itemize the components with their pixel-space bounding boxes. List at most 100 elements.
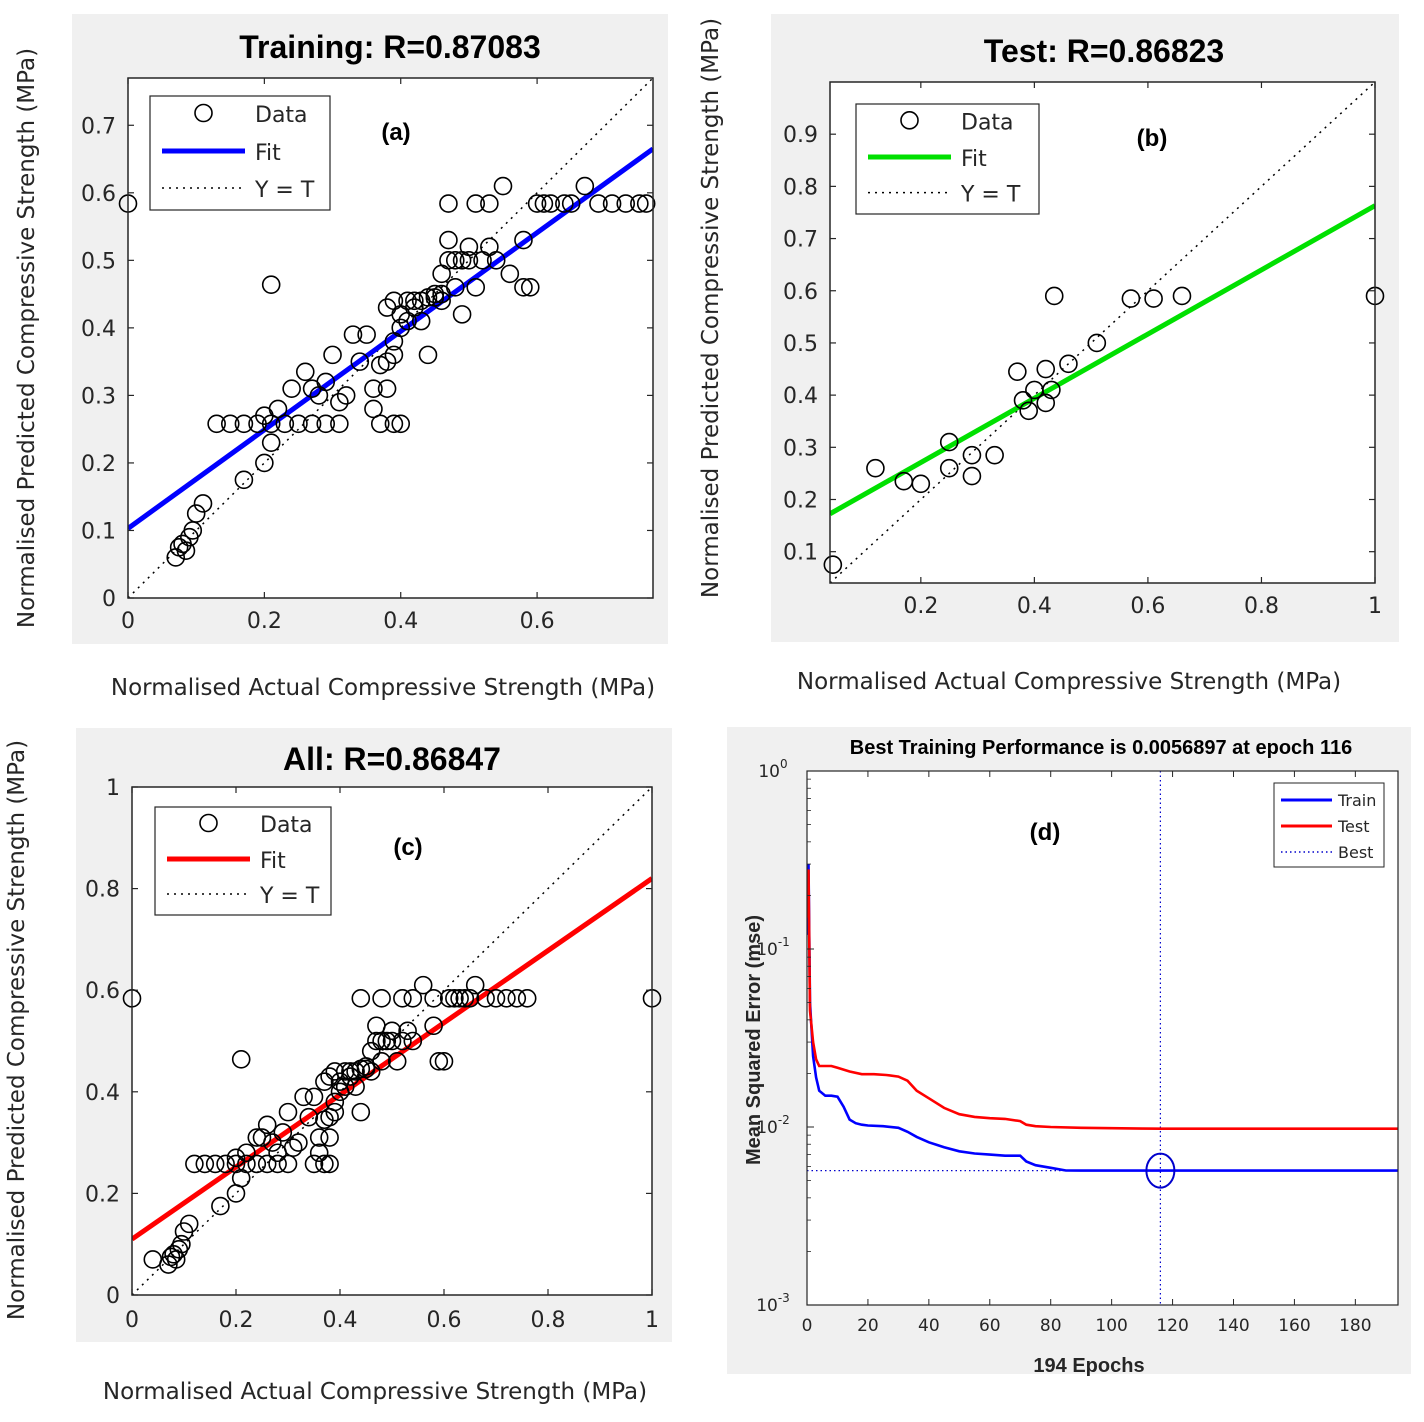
data-point	[403, 1031, 423, 1051]
data-point	[630, 194, 649, 213]
y-tick-label: 100	[758, 757, 787, 782]
x-tick-label: 0.8	[1244, 594, 1279, 619]
axes-box	[806, 770, 1399, 1306]
data-point	[195, 1154, 215, 1174]
data-point	[589, 194, 608, 213]
data-point	[387, 1052, 407, 1071]
data-point	[1121, 289, 1141, 308]
data-point	[384, 414, 404, 434]
data-point	[466, 194, 486, 213]
fit-line	[830, 203, 1375, 516]
data-point	[377, 379, 397, 398]
data-point	[176, 541, 196, 561]
data-point	[445, 989, 464, 1008]
data-point	[452, 305, 472, 324]
data-point	[226, 1154, 246, 1174]
data-point	[455, 989, 475, 1008]
y-tick-label: 0.3	[81, 384, 116, 409]
data-point	[1044, 286, 1064, 306]
y-tick-label: 0.1	[81, 519, 116, 544]
data-point	[450, 989, 469, 1008]
data-point	[1087, 333, 1107, 353]
legend-identity-label: Y = T	[259, 884, 320, 909]
data-point	[299, 1107, 319, 1127]
data-point	[372, 1031, 391, 1051]
data-point	[636, 194, 656, 213]
x-tick-label: 60	[979, 1316, 1001, 1336]
y-tick-label: 0	[106, 1284, 120, 1309]
y-tick-label: 0.2	[85, 1182, 120, 1207]
data-point	[1019, 401, 1038, 421]
data-point	[186, 504, 206, 523]
axes-box	[829, 81, 1376, 584]
data-point	[179, 1214, 199, 1234]
data-point	[377, 1031, 397, 1051]
data-point	[398, 1021, 417, 1041]
data-point	[289, 1133, 308, 1152]
data-point	[476, 989, 495, 1008]
data-point	[330, 392, 349, 412]
x-tick-label: 40	[918, 1316, 940, 1336]
y-tick-exponent: -2	[778, 1113, 790, 1127]
data-point	[237, 1154, 256, 1174]
data-point	[252, 1128, 272, 1147]
data-point	[323, 345, 342, 365]
y-tick-label: 10-3	[756, 1291, 790, 1316]
data-point	[445, 278, 465, 297]
data-point	[1144, 289, 1163, 308]
y-tick-base: 10	[756, 1296, 778, 1316]
data-point	[439, 251, 458, 270]
data-point	[432, 291, 451, 311]
legend-data-symbol	[194, 103, 213, 123]
y-tick-label: 0.6	[85, 979, 120, 1004]
x-tick-label: 0.2	[219, 1308, 254, 1333]
data-point	[320, 1154, 339, 1174]
data-point	[939, 458, 959, 478]
data-point	[486, 989, 506, 1008]
chart-d: 0 20 40 60 80 100 120 140 160 18010-310-210-1100B…	[743, 737, 1399, 1377]
data-point	[962, 466, 982, 486]
data-point	[425, 284, 445, 304]
data-point	[398, 291, 417, 311]
axes-box	[127, 77, 654, 599]
y-tick-base: 10	[758, 762, 780, 782]
x-tick-label: 80	[1040, 1316, 1062, 1336]
data-point	[351, 1102, 371, 1122]
data-point	[527, 194, 547, 213]
data-point	[325, 1102, 345, 1122]
data-point	[309, 1128, 329, 1147]
series-line-train	[807, 864, 1398, 1172]
data-point	[278, 1102, 298, 1122]
data-point	[555, 194, 574, 213]
data-point	[211, 1196, 230, 1216]
data-point	[493, 176, 513, 196]
y-tick-label: 0.5	[783, 332, 818, 357]
data-point	[304, 1154, 324, 1174]
data-point	[1013, 391, 1033, 410]
data-point	[330, 414, 349, 434]
data-point	[514, 230, 533, 250]
data-point	[439, 989, 459, 1008]
data-point	[382, 1031, 402, 1051]
legend-fit-label: Fit	[260, 849, 286, 874]
data-point	[364, 399, 383, 419]
data-point	[393, 989, 412, 1008]
data-point	[361, 1062, 381, 1081]
y-axis-label: Normalised Predicted Compressive Strengt…	[14, 48, 40, 628]
data-point	[372, 1052, 391, 1071]
data-point	[372, 989, 391, 1008]
data-point	[220, 414, 240, 434]
y-tick-label: 0.8	[85, 878, 120, 903]
data-point	[289, 414, 308, 434]
y-tick-label: 0.9	[783, 123, 818, 148]
legend-train-label: Train	[1337, 791, 1376, 810]
data-point	[411, 311, 431, 331]
x-tick-label: 0.6	[427, 1308, 462, 1333]
data-point	[507, 989, 527, 1008]
y-tick-label: 0.3	[783, 436, 818, 461]
data-point	[257, 1115, 277, 1135]
y-axis-label: Normalised Predicted Compressive Strengt…	[698, 18, 724, 598]
data-point	[866, 458, 885, 478]
y-tick-base: 10	[756, 940, 778, 960]
y-tick-exponent: 0	[780, 757, 788, 771]
